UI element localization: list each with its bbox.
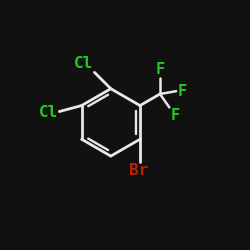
Text: Br: Br [130, 164, 149, 178]
Text: Cl: Cl [74, 56, 94, 72]
Text: F: F [156, 62, 164, 77]
Text: F: F [177, 84, 186, 99]
Text: Cl: Cl [39, 105, 58, 120]
Text: F: F [170, 108, 179, 123]
